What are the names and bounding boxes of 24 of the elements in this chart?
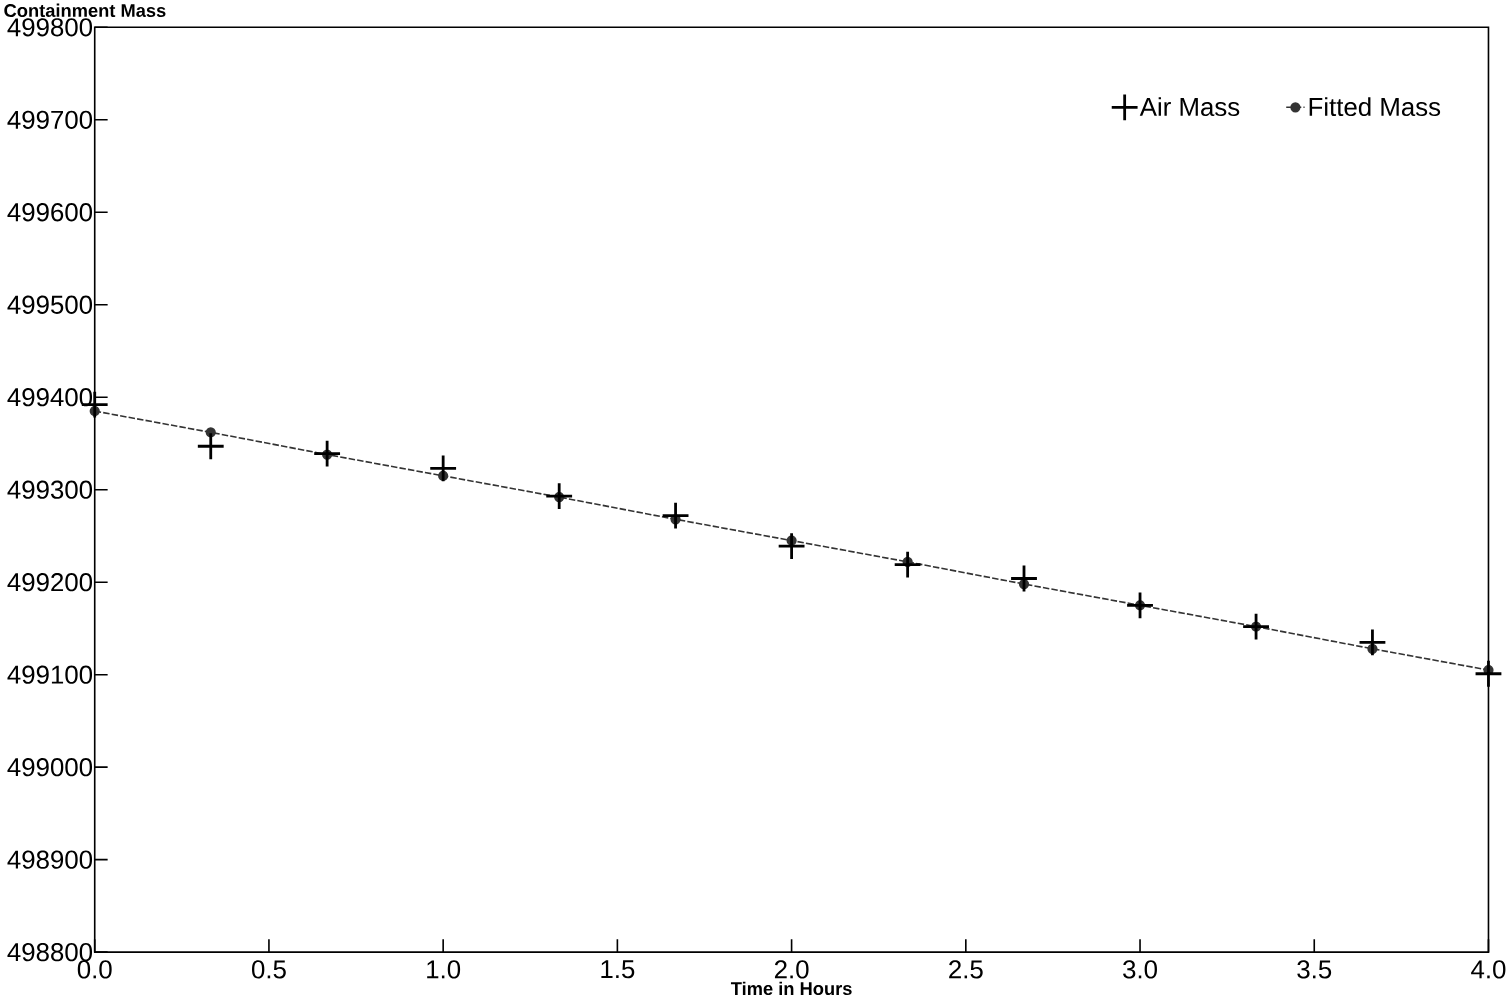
x-tick-label: 2.0 [774, 960, 809, 979]
x-tick-label: 1.0 [427, 960, 461, 979]
x-tick-label: 3.0 [1123, 960, 1157, 979]
x-tick-label: 4.0 [1471, 960, 1506, 979]
x-tick-label: 2.5 [949, 960, 983, 979]
y-axis-title: Containment Mass [4, 3, 166, 18]
y-tick-label: 499600 [7, 203, 93, 222]
x-tick-label: 0.5 [252, 960, 286, 979]
x-tick-label: 0.0 [77, 960, 112, 979]
y-tick-label: 499800 [7, 18, 93, 37]
y-tick-label: 498900 [7, 850, 93, 869]
y-tick-label: 499700 [7, 110, 93, 130]
y-tick-label: 498800 [7, 943, 93, 962]
legend-label: Air Mass [1139, 97, 1240, 117]
x-axis-title: Time in Hours [730, 981, 852, 996]
y-tick-label: 499500 [7, 295, 93, 315]
y-tick-label: 499200 [7, 573, 93, 592]
y-tick-label: 499300 [7, 480, 93, 500]
y-tick-label: 499100 [7, 665, 93, 684]
y-tick-label: 499000 [7, 758, 93, 777]
legend-label: Fitted Mass [1309, 97, 1441, 117]
x-tick-label: 3.5 [1297, 960, 1332, 979]
x-tick-label: 1.5 [601, 960, 635, 979]
y-tick-label: 499400 [7, 388, 93, 407]
